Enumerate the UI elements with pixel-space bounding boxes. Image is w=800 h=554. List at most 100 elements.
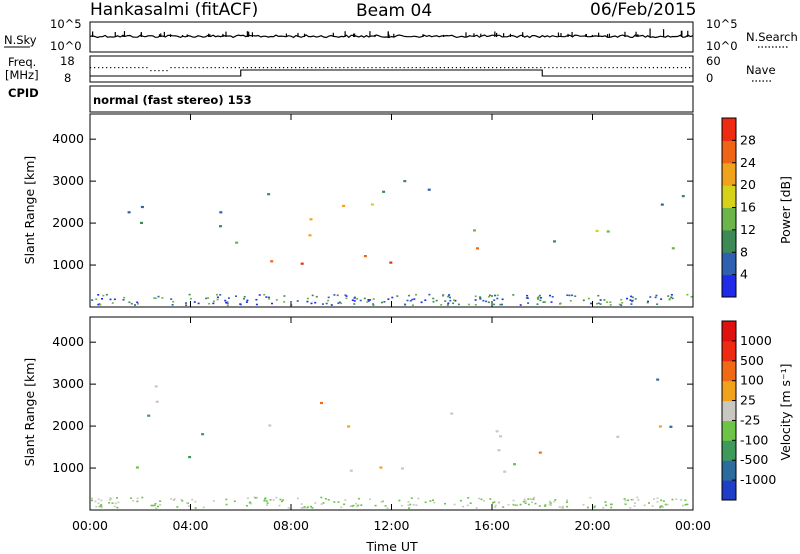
nave-dot <box>246 67 248 69</box>
ground-cell <box>668 298 671 300</box>
nave-dot <box>564 67 566 69</box>
nave-dot <box>536 67 538 69</box>
noise-left-label: N.Sky <box>4 33 37 47</box>
ground-cell <box>482 299 485 302</box>
ground-cell <box>352 504 355 507</box>
ground-cell <box>325 302 328 305</box>
ground-cell <box>587 297 590 300</box>
ground-cell <box>670 294 673 296</box>
nave-dot <box>556 67 558 69</box>
nave-dot <box>250 67 252 69</box>
ground-cell <box>527 503 530 506</box>
nave-dot <box>274 67 277 69</box>
nave-dot <box>351 67 353 69</box>
ground-cell <box>141 496 144 499</box>
ground-cell <box>550 504 553 506</box>
range-cell <box>671 247 675 250</box>
ground-cell <box>522 500 525 503</box>
ground-cell <box>536 297 539 299</box>
nave-dot <box>640 67 642 69</box>
ground-cell <box>604 501 607 503</box>
nave-dot <box>218 67 220 69</box>
ground-cell <box>250 502 253 505</box>
nave-dot <box>126 67 128 69</box>
nave-dot <box>439 67 441 69</box>
ground-cell <box>435 299 438 302</box>
nave-dot <box>202 67 204 69</box>
nave-dot <box>672 67 675 69</box>
nave-dot <box>596 67 598 69</box>
ground-cell <box>537 295 540 298</box>
freq-label-line1: Freq. <box>8 55 36 69</box>
ground-cell <box>225 301 228 304</box>
ground-cell <box>98 505 101 508</box>
range-cell <box>135 466 139 469</box>
ground-cell <box>90 497 93 500</box>
ground-cell <box>599 299 602 301</box>
ground-cell <box>479 298 482 300</box>
nave-dot <box>291 67 293 69</box>
ground-cell <box>409 300 412 302</box>
nave-dot <box>548 67 550 69</box>
nave-dot <box>632 67 634 69</box>
ground-cell <box>660 505 663 507</box>
nave-dot <box>604 67 606 69</box>
nave-dot <box>451 67 453 69</box>
ground-cell <box>485 300 488 303</box>
ground-cell <box>690 296 693 298</box>
ground-cell <box>102 294 105 297</box>
colorbar-segment <box>722 460 736 481</box>
nave-dot <box>463 67 466 69</box>
nave-dot <box>110 67 112 69</box>
ground-cell <box>596 302 598 305</box>
ground-cell <box>629 507 632 509</box>
noise-panel: N.Sky 10^5 10^0 10^5 10^0 N.Search <box>4 17 798 53</box>
ground-cell <box>524 500 527 502</box>
colorbar-segment <box>722 440 736 461</box>
ground-cell <box>544 301 547 303</box>
ground-cell <box>303 506 306 508</box>
nave-dot <box>367 67 369 69</box>
nave-dot <box>94 67 96 69</box>
beam-title: Beam 04 <box>356 1 432 21</box>
ground-cell <box>409 503 412 506</box>
ground-cell <box>100 504 103 506</box>
ground-cell <box>181 500 184 502</box>
ground-cell <box>452 302 455 305</box>
ground-cell <box>300 503 303 505</box>
range-cell <box>320 401 323 405</box>
ground-cell <box>372 303 374 305</box>
ground-cell <box>193 301 196 303</box>
ground-cell <box>527 302 530 304</box>
ground-cell <box>680 499 683 501</box>
ground-cell <box>562 507 564 509</box>
nave-dot <box>210 67 212 69</box>
ground-cell <box>462 505 464 508</box>
ground-cell <box>410 497 413 499</box>
ground-cell <box>355 505 358 508</box>
ground-cell <box>130 497 132 499</box>
ground-cell <box>415 504 418 506</box>
colorbar-tick-label: -100 <box>740 432 768 447</box>
range-cell <box>188 456 192 459</box>
ground-cell <box>474 295 477 298</box>
ground-cell <box>646 301 649 304</box>
nave-dot <box>379 67 381 69</box>
ground-cell <box>446 304 449 306</box>
ground-cell <box>381 301 383 304</box>
ground-cell <box>117 501 120 504</box>
colorbar-tick-label: -1000 <box>740 472 776 487</box>
ground-cell <box>407 504 410 507</box>
ground-cell <box>620 304 623 306</box>
nave-dot <box>504 67 506 69</box>
ground-cell <box>489 498 492 500</box>
ground-cell <box>279 498 282 501</box>
ground-cell <box>383 301 386 303</box>
colorbar-segment <box>722 340 736 362</box>
ground-cell <box>154 297 157 300</box>
ground-cell <box>415 293 417 296</box>
noise-left-tick-top: 10^5 <box>50 17 82 31</box>
freq-label-line2: [MHz] <box>5 68 39 82</box>
ground-cell <box>310 505 312 508</box>
ground-cell <box>157 505 159 508</box>
